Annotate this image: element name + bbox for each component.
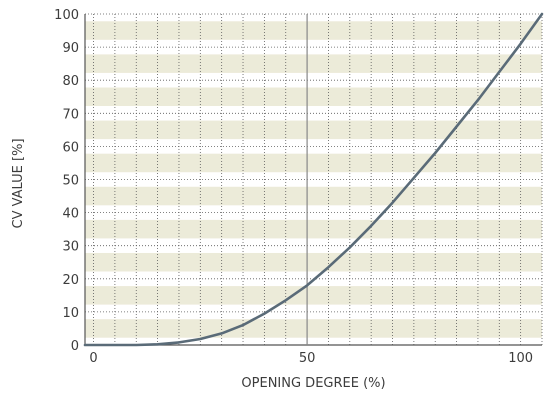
x-tick-labels: 0 50 100 (89, 351, 533, 366)
grid-band (85, 120, 542, 140)
series-group (83, 12, 544, 347)
x-tick-label: 50 (299, 351, 316, 366)
x-axis-title: OPENING DEGREE (%) (241, 376, 385, 391)
y-tick-label: 0 (71, 339, 79, 354)
grid-band (85, 252, 542, 272)
x-tick-label: 100 (508, 351, 533, 366)
y-tick-label: 70 (62, 107, 79, 122)
y-tick-label: 60 (62, 140, 79, 155)
y-tick-label: 50 (62, 174, 79, 189)
grid-band (85, 21, 542, 40)
y-tick-labels: 0 10 20 30 40 50 60 70 80 90 100 (54, 8, 79, 354)
grid-band (85, 153, 542, 173)
y-tick-label: 20 (62, 273, 79, 288)
y-axis-title: CV VALUE [%] (11, 138, 26, 228)
grid-band (85, 319, 542, 338)
y-tick-label: 30 (62, 240, 79, 255)
grid-band (85, 286, 542, 305)
grid-band (85, 186, 542, 206)
y-tick-label: 40 (62, 207, 79, 222)
background-bands (85, 14, 542, 345)
y-tick-label: 100 (54, 8, 79, 23)
grid-band (85, 87, 542, 107)
y-tick-label: 10 (62, 306, 79, 321)
grid-band (85, 219, 542, 239)
cv-series-line (83, 12, 544, 347)
x-tick-label: 0 (89, 351, 97, 366)
y-tick-label: 90 (62, 41, 79, 56)
y-tick-label: 80 (62, 74, 79, 89)
grid-band (85, 54, 542, 73)
